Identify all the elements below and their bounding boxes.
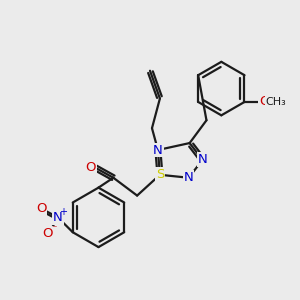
Text: O: O xyxy=(259,95,270,108)
Text: CH₃: CH₃ xyxy=(266,97,286,107)
Text: O: O xyxy=(36,202,46,215)
Text: ⁻: ⁻ xyxy=(51,224,57,234)
Text: N: N xyxy=(198,153,207,167)
Text: O: O xyxy=(43,227,53,240)
Text: +: + xyxy=(59,207,67,218)
Text: N: N xyxy=(184,171,194,184)
Text: O: O xyxy=(85,161,96,174)
Text: S: S xyxy=(156,168,164,181)
Text: N: N xyxy=(53,211,63,224)
Text: N: N xyxy=(153,143,163,157)
